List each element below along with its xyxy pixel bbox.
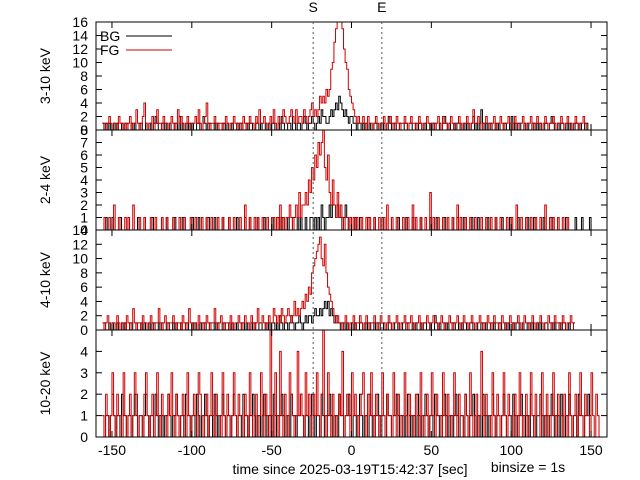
y-tick-label-2-2: 2	[80, 308, 88, 324]
y-tick-label-0-4: 4	[80, 95, 88, 111]
y-tick-label-3-3: 3	[80, 365, 88, 381]
panel-3: 0 1 2 3 4 10-20 keV	[37, 329, 608, 445]
y-tick-label-1-4: 4	[80, 172, 88, 188]
y-tick-label-1-3: 3	[80, 185, 88, 201]
y-tick-label-0-16: 16	[72, 14, 88, 30]
series-fg-panel-1	[102, 129, 572, 231]
y-axis-title-3: 10-20 keV	[37, 351, 53, 415]
y-tick-label-3-0: 0	[80, 429, 88, 445]
y-tick-label-0-10: 10	[72, 55, 88, 71]
y-tick-label-2-12: 12	[72, 236, 88, 252]
panel-frame-0	[95, 21, 608, 131]
x-tick-label-50: 50	[424, 442, 440, 458]
x-tick-label--100: -100	[178, 442, 206, 458]
y-tick-label-1-8: 8	[80, 122, 88, 138]
y-axis-title-1: 2-4 keV	[37, 155, 53, 204]
y-tick-label-2-0: 0	[80, 322, 88, 338]
legend-label-fg: FG	[100, 42, 119, 58]
y-tick-label-0-0: 0	[80, 122, 88, 138]
y-tick-label-1-0: 0	[80, 222, 88, 238]
y-tick-label-2-4: 4	[80, 293, 88, 309]
y-tick-label-1-7: 7	[80, 135, 88, 151]
x-tick-label-150: 150	[579, 442, 603, 458]
binsize-label: binsize = 1s	[491, 459, 565, 475]
y-tick-label-2-8: 8	[80, 265, 88, 281]
y-axis-title-2: 4-10 keV	[37, 251, 53, 308]
y-tick-label-1-2: 2	[80, 197, 88, 213]
y-tick-label-2-6: 6	[80, 279, 88, 295]
x-tick-label--150: -150	[98, 442, 126, 458]
marker-label-e: E	[377, 0, 386, 15]
x-tick-label-0: 0	[348, 442, 356, 458]
y-tick-label-0-2: 2	[80, 109, 88, 125]
y-tick-label-0-14: 14	[72, 28, 88, 44]
panel-frame-2	[95, 229, 608, 331]
x-axis-title: time since 2025-03-19T15:42:37 [sec]	[232, 461, 467, 477]
y-tick-label-2-14: 14	[72, 222, 88, 238]
y-tick-label-1-1: 1	[80, 210, 88, 226]
x-axis: -150 -100 -50 0 50 100 150	[98, 442, 603, 458]
y-axis-title-0: 3-10 keV	[37, 47, 53, 104]
y-tick-label-2-10: 10	[72, 251, 88, 267]
x-tick-label--50: -50	[262, 442, 282, 458]
series-fg-panel-0	[102, 21, 588, 131]
y-tick-label-3-1: 1	[80, 408, 88, 424]
y-tick-label-3-4: 4	[80, 343, 88, 359]
y-tick-label-1-6: 6	[80, 147, 88, 163]
y-tick-label-1-5: 5	[80, 160, 88, 176]
legend-label-bg: BG	[100, 28, 120, 44]
marker-label-s: S	[309, 0, 318, 15]
panel-frame-1	[95, 129, 608, 231]
series-fg-panel-2	[102, 236, 576, 331]
y-tick-label-0-12: 12	[72, 41, 88, 57]
y-tick-label-3-2: 2	[80, 386, 88, 402]
y-tick-label-0-6: 6	[80, 82, 88, 98]
y-tick-label-0-8: 8	[80, 68, 88, 84]
x-tick-label-100: 100	[500, 442, 524, 458]
